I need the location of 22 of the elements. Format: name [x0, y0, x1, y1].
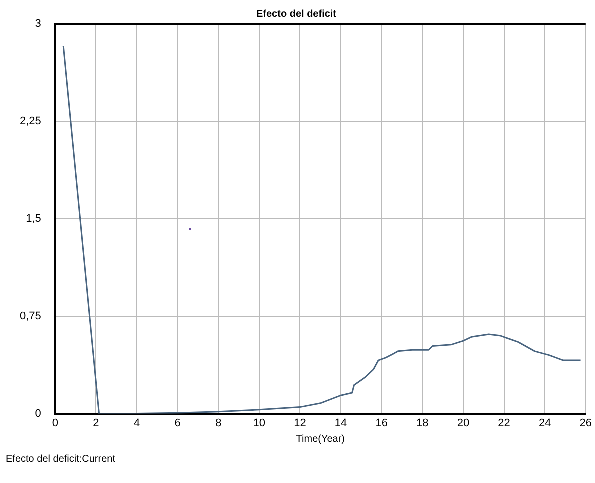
x-tick-label: 8 — [216, 417, 222, 430]
y-tick-label: 1,5 — [26, 212, 42, 225]
y-tick-label: 2,25 — [20, 115, 42, 128]
x-tick-label: 14 — [334, 417, 348, 430]
y-tick-label: 0 — [35, 408, 42, 420]
x-tick-label: 12 — [294, 417, 306, 430]
y-tick-label: 3 — [35, 18, 42, 30]
x-tick-label: 10 — [253, 417, 266, 430]
y-tick-label: 0,75 — [20, 310, 42, 322]
x-axis-title: Time(Year) — [296, 434, 346, 445]
chart-title: Efecto del deficit — [256, 8, 338, 20]
x-tick-label: 24 — [538, 417, 552, 430]
x-tick-label: 6 — [174, 417, 181, 430]
x-tick-label: 0 — [52, 417, 58, 430]
x-tick-label: 20 — [457, 417, 470, 430]
x-tick-label: 26 — [580, 417, 592, 430]
x-tick-label: 18 — [416, 417, 429, 430]
x-tick-label: 16 — [376, 417, 388, 430]
x-tick-label: 2 — [93, 417, 100, 430]
x-tick-label: 4 — [134, 417, 140, 430]
x-tick-label: 22 — [498, 417, 510, 430]
text: Efecto del deficit:Current — [6, 454, 116, 465]
